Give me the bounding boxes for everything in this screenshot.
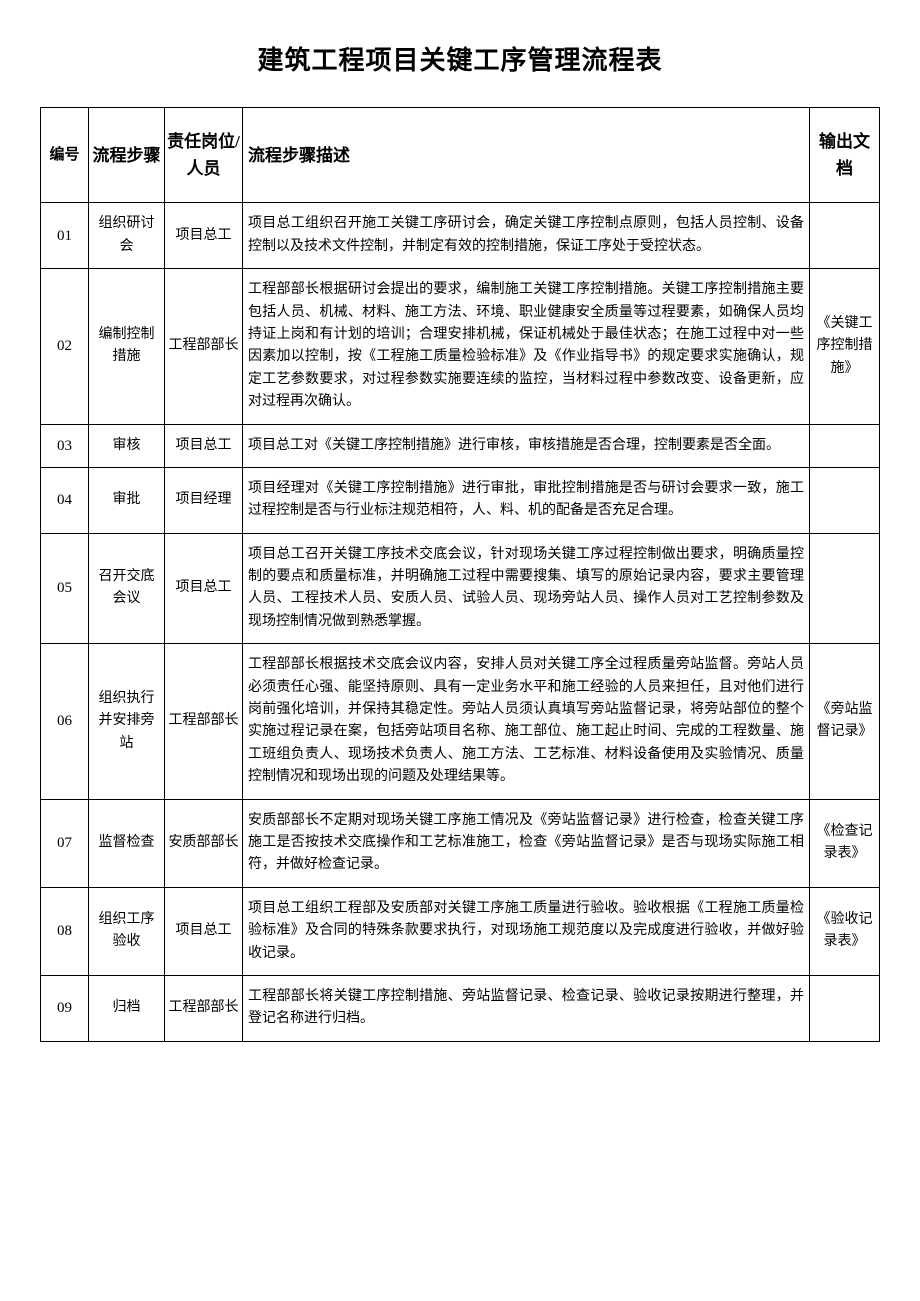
cell-num: 07 [41,799,89,887]
table-row: 05 召开交底会议 项目总工 项目总工召开关键工序技术交底会议，针对现场关键工序… [41,533,880,644]
cell-desc: 项目总工召开关键工序技术交底会议，针对现场关键工序过程控制做出要求，明确质量控制… [243,533,810,644]
cell-step: 组织研讨会 [89,203,165,269]
cell-num: 09 [41,975,89,1041]
cell-output: 《关键工序控制措施》 [810,269,880,424]
cell-role: 项目经理 [165,467,243,533]
cell-step: 审核 [89,424,165,467]
cell-role: 项目总工 [165,887,243,975]
table-row: 09 归档 工程部部长 工程部部长将关键工序控制措施、旁站监督记录、检查记录、验… [41,975,880,1041]
cell-output [810,203,880,269]
cell-desc: 工程部部长根据研讨会提出的要求，编制施工关键工序控制措施。关键工序控制措施主要包… [243,269,810,424]
cell-desc: 项目总工组织召开施工关键工序研讨会，确定关键工序控制点原则，包括人员控制、设备控… [243,203,810,269]
cell-output [810,424,880,467]
table-row: 02 编制控制措施 工程部部长 工程部部长根据研讨会提出的要求，编制施工关键工序… [41,269,880,424]
cell-num: 01 [41,203,89,269]
cell-step: 编制控制措施 [89,269,165,424]
cell-num: 05 [41,533,89,644]
cell-output: 《检查记录表》 [810,799,880,887]
cell-output [810,533,880,644]
page-title: 建筑工程项目关键工序管理流程表 [40,40,880,77]
cell-num: 04 [41,467,89,533]
cell-role: 工程部部长 [165,975,243,1041]
cell-step: 召开交底会议 [89,533,165,644]
cell-desc: 项目总工组织工程部及安质部对关键工序施工质量进行验收。验收根据《工程施工质量检验… [243,887,810,975]
cell-step: 组织执行并安排旁站 [89,644,165,799]
cell-num: 02 [41,269,89,424]
table-row: 04 审批 项目经理 项目经理对《关键工序控制措施》进行审批，审批控制措施是否与… [41,467,880,533]
cell-num: 08 [41,887,89,975]
cell-step: 审批 [89,467,165,533]
cell-role: 项目总工 [165,424,243,467]
table-row: 06 组织执行并安排旁站 工程部部长 工程部部长根据技术交底会议内容，安排人员对… [41,644,880,799]
header-role: 责任岗位/人员 [165,108,243,203]
table-row: 08 组织工序验收 项目总工 项目总工组织工程部及安质部对关键工序施工质量进行验… [41,887,880,975]
cell-role: 安质部部长 [165,799,243,887]
cell-role: 工程部部长 [165,269,243,424]
header-desc: 流程步骤描述 [243,108,810,203]
process-table: 编号 流程步骤 责任岗位/人员 流程步骤描述 输出文档 01 组织研讨会 项目总… [40,107,880,1042]
cell-step: 组织工序验收 [89,887,165,975]
header-step: 流程步骤 [89,108,165,203]
cell-desc: 项目总工对《关键工序控制措施》进行审核，审核措施是否合理，控制要素是否全面。 [243,424,810,467]
cell-step: 监督检查 [89,799,165,887]
header-output: 输出文档 [810,108,880,203]
cell-output [810,467,880,533]
cell-role: 项目总工 [165,203,243,269]
table-header-row: 编号 流程步骤 责任岗位/人员 流程步骤描述 输出文档 [41,108,880,203]
cell-step: 归档 [89,975,165,1041]
header-num: 编号 [41,108,89,203]
cell-output: 《旁站监督记录》 [810,644,880,799]
cell-role: 工程部部长 [165,644,243,799]
table-row: 01 组织研讨会 项目总工 项目总工组织召开施工关键工序研讨会，确定关键工序控制… [41,203,880,269]
table-row: 03 审核 项目总工 项目总工对《关键工序控制措施》进行审核，审核措施是否合理，… [41,424,880,467]
cell-output: 《验收记录表》 [810,887,880,975]
cell-role: 项目总工 [165,533,243,644]
table-row: 07 监督检查 安质部部长 安质部部长不定期对现场关键工序施工情况及《旁站监督记… [41,799,880,887]
cell-output [810,975,880,1041]
cell-num: 03 [41,424,89,467]
cell-desc: 工程部部长将关键工序控制措施、旁站监督记录、检查记录、验收记录按期进行整理，并登… [243,975,810,1041]
cell-desc: 项目经理对《关键工序控制措施》进行审批，审批控制措施是否与研讨会要求一致，施工过… [243,467,810,533]
cell-desc: 安质部部长不定期对现场关键工序施工情况及《旁站监督记录》进行检查，检查关键工序施… [243,799,810,887]
cell-desc: 工程部部长根据技术交底会议内容，安排人员对关键工序全过程质量旁站监督。旁站人员必… [243,644,810,799]
cell-num: 06 [41,644,89,799]
table-body: 01 组织研讨会 项目总工 项目总工组织召开施工关键工序研讨会，确定关键工序控制… [41,203,880,1041]
